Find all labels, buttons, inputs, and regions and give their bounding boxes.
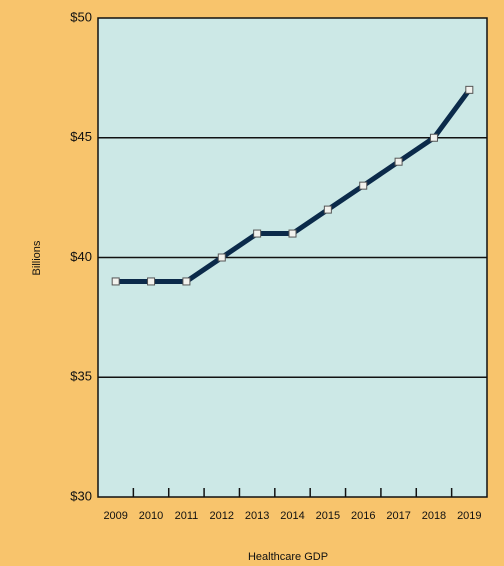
data-point xyxy=(394,157,403,166)
data-point xyxy=(253,229,262,238)
y-axis-title: Billions xyxy=(31,240,43,275)
y-tick-label: $45 xyxy=(70,129,92,144)
y-tick-label: $40 xyxy=(70,249,92,264)
plot-border xyxy=(97,17,488,498)
x-tick-label: 2010 xyxy=(139,510,163,522)
y-tick-label: $50 xyxy=(70,9,92,24)
x-tick-label: 2009 xyxy=(103,510,127,522)
x-tick-label: 2015 xyxy=(316,510,340,522)
data-point xyxy=(359,181,368,190)
data-point xyxy=(465,85,474,94)
x-tick-label: 2012 xyxy=(210,510,234,522)
x-tick-label: 2014 xyxy=(280,510,304,522)
data-point xyxy=(429,133,438,142)
data-point xyxy=(323,205,332,214)
data-point xyxy=(111,277,120,286)
y-tick-label: $35 xyxy=(70,369,92,384)
x-tick-label: 2019 xyxy=(457,510,481,522)
y-tick-label: $30 xyxy=(70,488,92,503)
x-tick-label: 2013 xyxy=(245,510,269,522)
data-point xyxy=(182,277,191,286)
data-point xyxy=(147,277,156,286)
x-tick-label: 2016 xyxy=(351,510,375,522)
x-tick-label: 2017 xyxy=(386,510,410,522)
data-point xyxy=(217,253,226,262)
x-tick-label: 2018 xyxy=(422,510,446,522)
x-axis-title: Healthcare GDP xyxy=(248,551,328,563)
data-point xyxy=(288,229,297,238)
x-tick-label: 2011 xyxy=(175,510,199,522)
